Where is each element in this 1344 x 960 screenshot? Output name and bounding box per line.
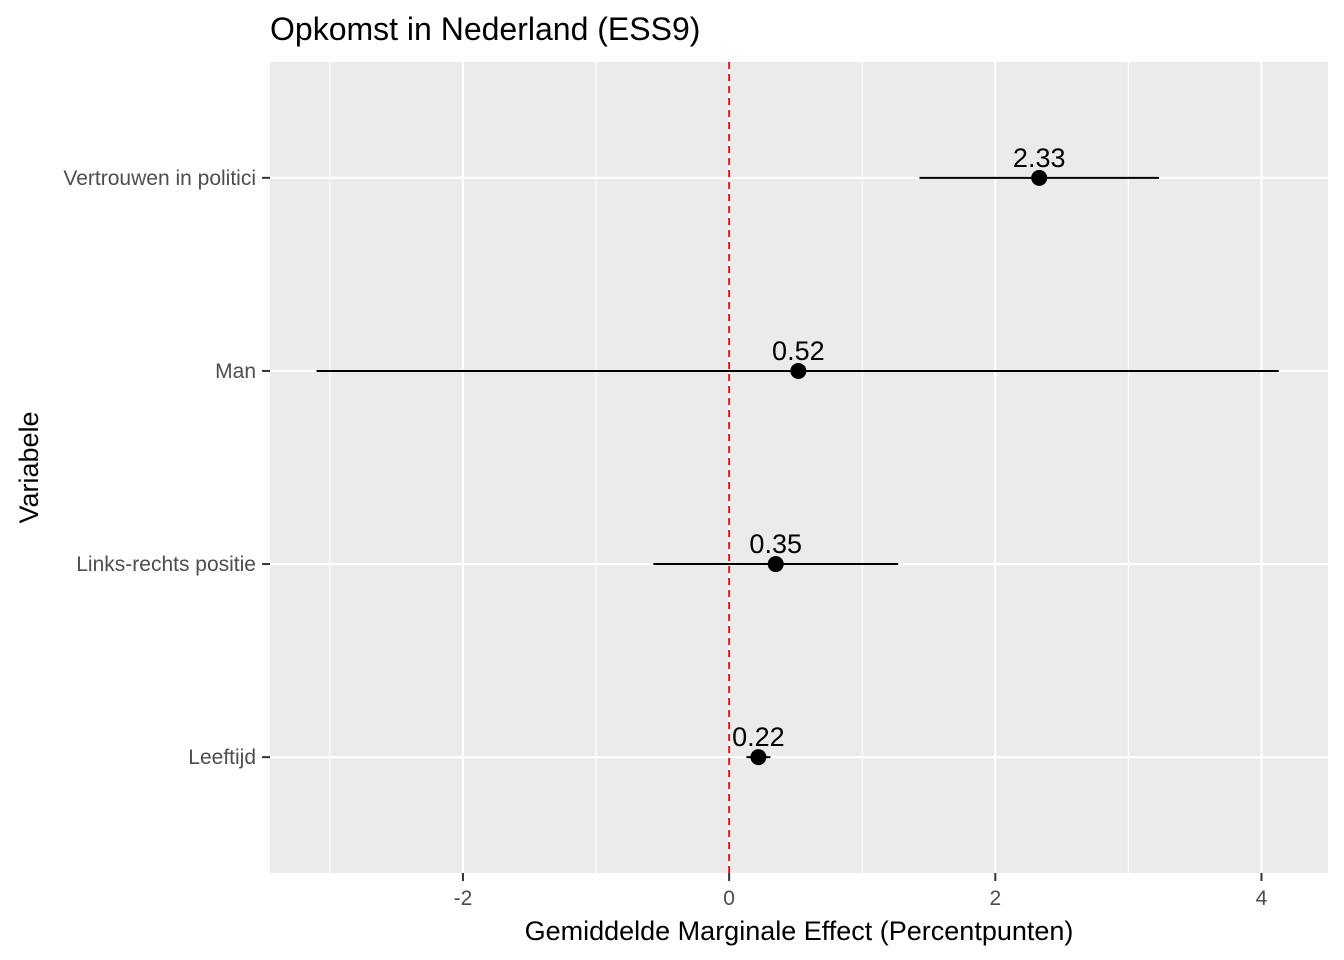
chart-title: Opkomst in Nederland (ESS9): [270, 11, 700, 47]
data-point: [750, 749, 767, 766]
plot-panel: [270, 62, 1328, 873]
y-tick-label: Links-rechts positie: [76, 553, 256, 576]
x-axis: -2 0 2 4: [454, 873, 1268, 910]
minor-gridlines: [329, 62, 1129, 873]
data-point: [790, 362, 807, 379]
data-point: [767, 556, 784, 573]
x-tick-label: -2: [454, 887, 473, 910]
y-tick-label: Leeftijd: [188, 746, 256, 769]
data-point: [1031, 169, 1048, 186]
data-marks: 2.33 0.52 0.35 0.22: [316, 143, 1279, 766]
x-tick-label: 2: [989, 887, 1001, 910]
data-label: 2.33: [1013, 143, 1066, 173]
data-label: 0.35: [749, 529, 802, 559]
data-label: 0.52: [772, 336, 825, 366]
y-tick-label: Vertrouwen in politici: [63, 167, 256, 190]
y-tick-label: Man: [215, 360, 256, 383]
x-tick-label: 4: [1256, 887, 1268, 910]
x-axis-title: Gemiddelde Marginale Effect (Percentpunt…: [525, 916, 1074, 946]
data-label: 0.22: [732, 722, 785, 752]
x-tick-label: 0: [723, 887, 735, 910]
y-axis: Vertrouwen in politici Man Links-rechts po…: [63, 167, 270, 769]
y-axis-title: Variabele: [14, 411, 44, 523]
